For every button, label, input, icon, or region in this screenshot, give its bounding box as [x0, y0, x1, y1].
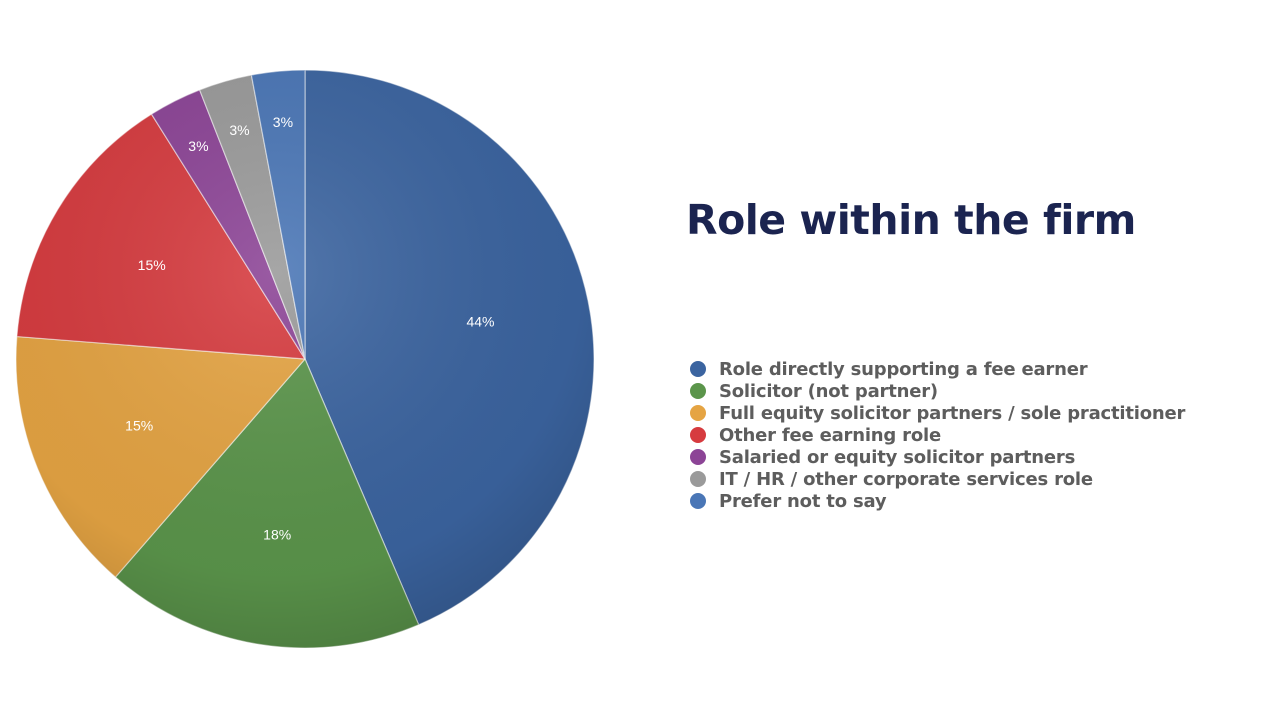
slice-value-label: 15%	[138, 257, 166, 273]
legend-item: Salaried or equity solicitor partners	[690, 446, 1185, 468]
legend-swatch	[690, 383, 706, 399]
slice-value-label: 44%	[466, 314, 494, 330]
legend-swatch	[690, 493, 706, 509]
legend-label: Full equity solicitor partners / sole pr…	[719, 402, 1186, 424]
pie-slices	[15, 69, 595, 649]
legend-item: Other fee earning role	[690, 424, 1185, 446]
legend-label: Prefer not to say	[719, 490, 887, 512]
slice-value-label: 15%	[125, 418, 153, 434]
pie-slice-labels: 44% 18% 15% 15% 3% 3% 3%	[125, 114, 494, 543]
slice-value-label: 3%	[273, 114, 293, 130]
chart-title: Role within the firm	[686, 196, 1136, 244]
legend-item: IT / HR / other corporate services role	[690, 468, 1185, 490]
legend-label: Salaried or equity solicitor partners	[719, 446, 1076, 468]
slice-value-label: 3%	[188, 138, 208, 154]
legend-item: Solicitor (not partner)	[690, 380, 1185, 402]
slice-value-label: 3%	[229, 122, 249, 138]
legend-swatch	[690, 471, 706, 487]
chart-legend: Role directly supporting a fee earner Sol…	[690, 358, 1185, 512]
legend-label: IT / HR / other corporate services role	[719, 468, 1093, 490]
pie-chart: 44% 18% 15% 15% 3% 3% 3%	[15, 69, 595, 649]
legend-label: Role directly supporting a fee earner	[719, 358, 1088, 380]
slice-value-label: 18%	[263, 527, 291, 543]
legend-label: Other fee earning role	[719, 424, 941, 446]
legend-swatch	[690, 449, 706, 465]
legend-swatch	[690, 405, 706, 421]
legend-swatch	[690, 427, 706, 443]
legend-item: Role directly supporting a fee earner	[690, 358, 1185, 380]
legend-item: Prefer not to say	[690, 490, 1185, 512]
legend-swatch	[690, 361, 706, 377]
legend-item: Full equity solicitor partners / sole pr…	[690, 402, 1185, 424]
legend-label: Solicitor (not partner)	[719, 380, 938, 402]
